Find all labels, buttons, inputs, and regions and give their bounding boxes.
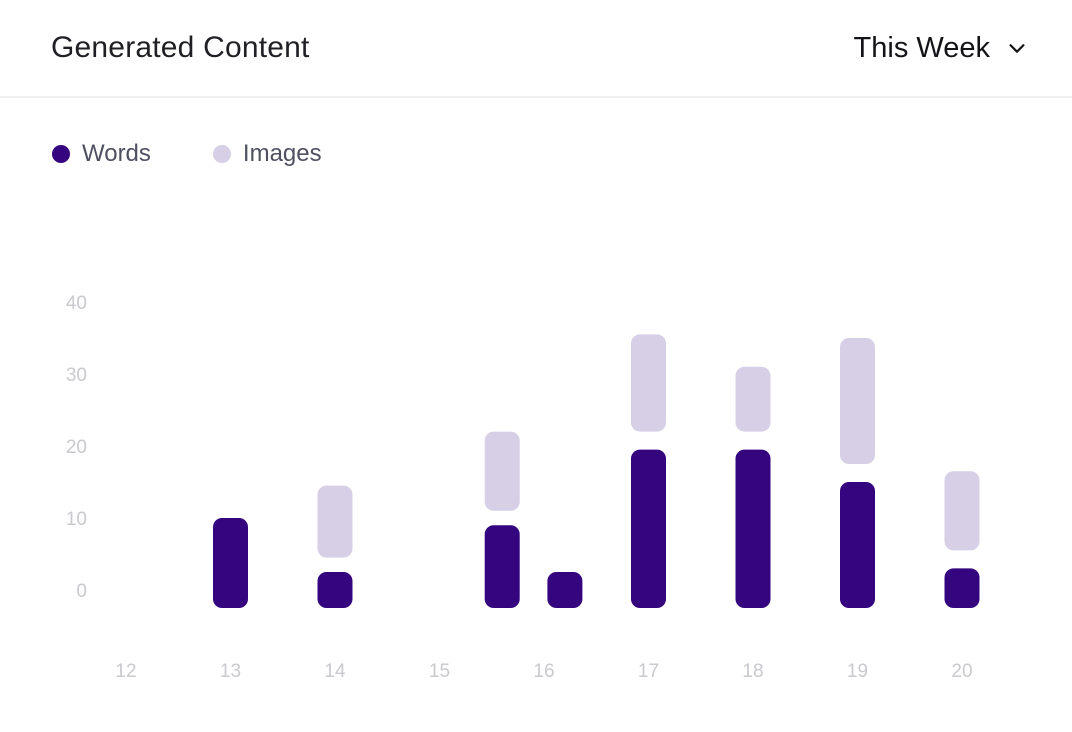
images-swatch (212, 145, 231, 163)
bar-words[interactable] (484, 525, 520, 608)
bar-images[interactable] (484, 431, 520, 511)
x-tick-label: 19 (847, 661, 868, 682)
x-tick-label: 12 (115, 661, 136, 682)
bar-images[interactable] (840, 338, 875, 464)
legend-item-words[interactable]: Words (52, 140, 151, 168)
card-title: Generated Content (51, 31, 310, 64)
bar-words[interactable] (317, 572, 353, 608)
bar-words[interactable] (631, 449, 666, 608)
x-tick-label: 13 (220, 661, 241, 682)
legend-label-images: Images (242, 140, 322, 167)
y-tick-label: 0 (76, 581, 87, 602)
y-tick-label: 30 (66, 365, 87, 386)
bar-images[interactable] (944, 471, 980, 551)
legend-item-images[interactable]: Images (212, 140, 322, 168)
period-label: This Week (853, 31, 990, 64)
y-tick-label: 10 (66, 509, 87, 530)
bar-images[interactable] (631, 334, 666, 432)
period-dropdown[interactable]: This Week (854, 32, 1028, 65)
words-swatch (52, 145, 70, 163)
y-tick-label: 40 (66, 293, 87, 314)
chart-legend: Words Images (52, 140, 322, 168)
x-tick-label: 20 (951, 661, 972, 682)
card-header: Generated Content This Week (0, 0, 1072, 98)
bar-images[interactable] (735, 366, 771, 432)
legend-label-words: Words (82, 140, 151, 167)
bar-images[interactable] (317, 485, 353, 558)
bar-words[interactable] (735, 449, 771, 608)
x-tick-label: 16 (533, 661, 554, 682)
bar-words[interactable] (547, 572, 583, 608)
x-tick-label: 17 (638, 661, 659, 682)
bar-words[interactable] (840, 482, 875, 608)
y-tick-label: 20 (66, 437, 87, 458)
chevron-down-icon (1009, 44, 1025, 53)
x-tick-label: 18 (742, 661, 763, 682)
x-tick-label: 15 (429, 661, 450, 682)
x-tick-label: 14 (324, 661, 346, 682)
bar-words[interactable] (944, 568, 980, 608)
bar-words[interactable] (213, 518, 248, 608)
